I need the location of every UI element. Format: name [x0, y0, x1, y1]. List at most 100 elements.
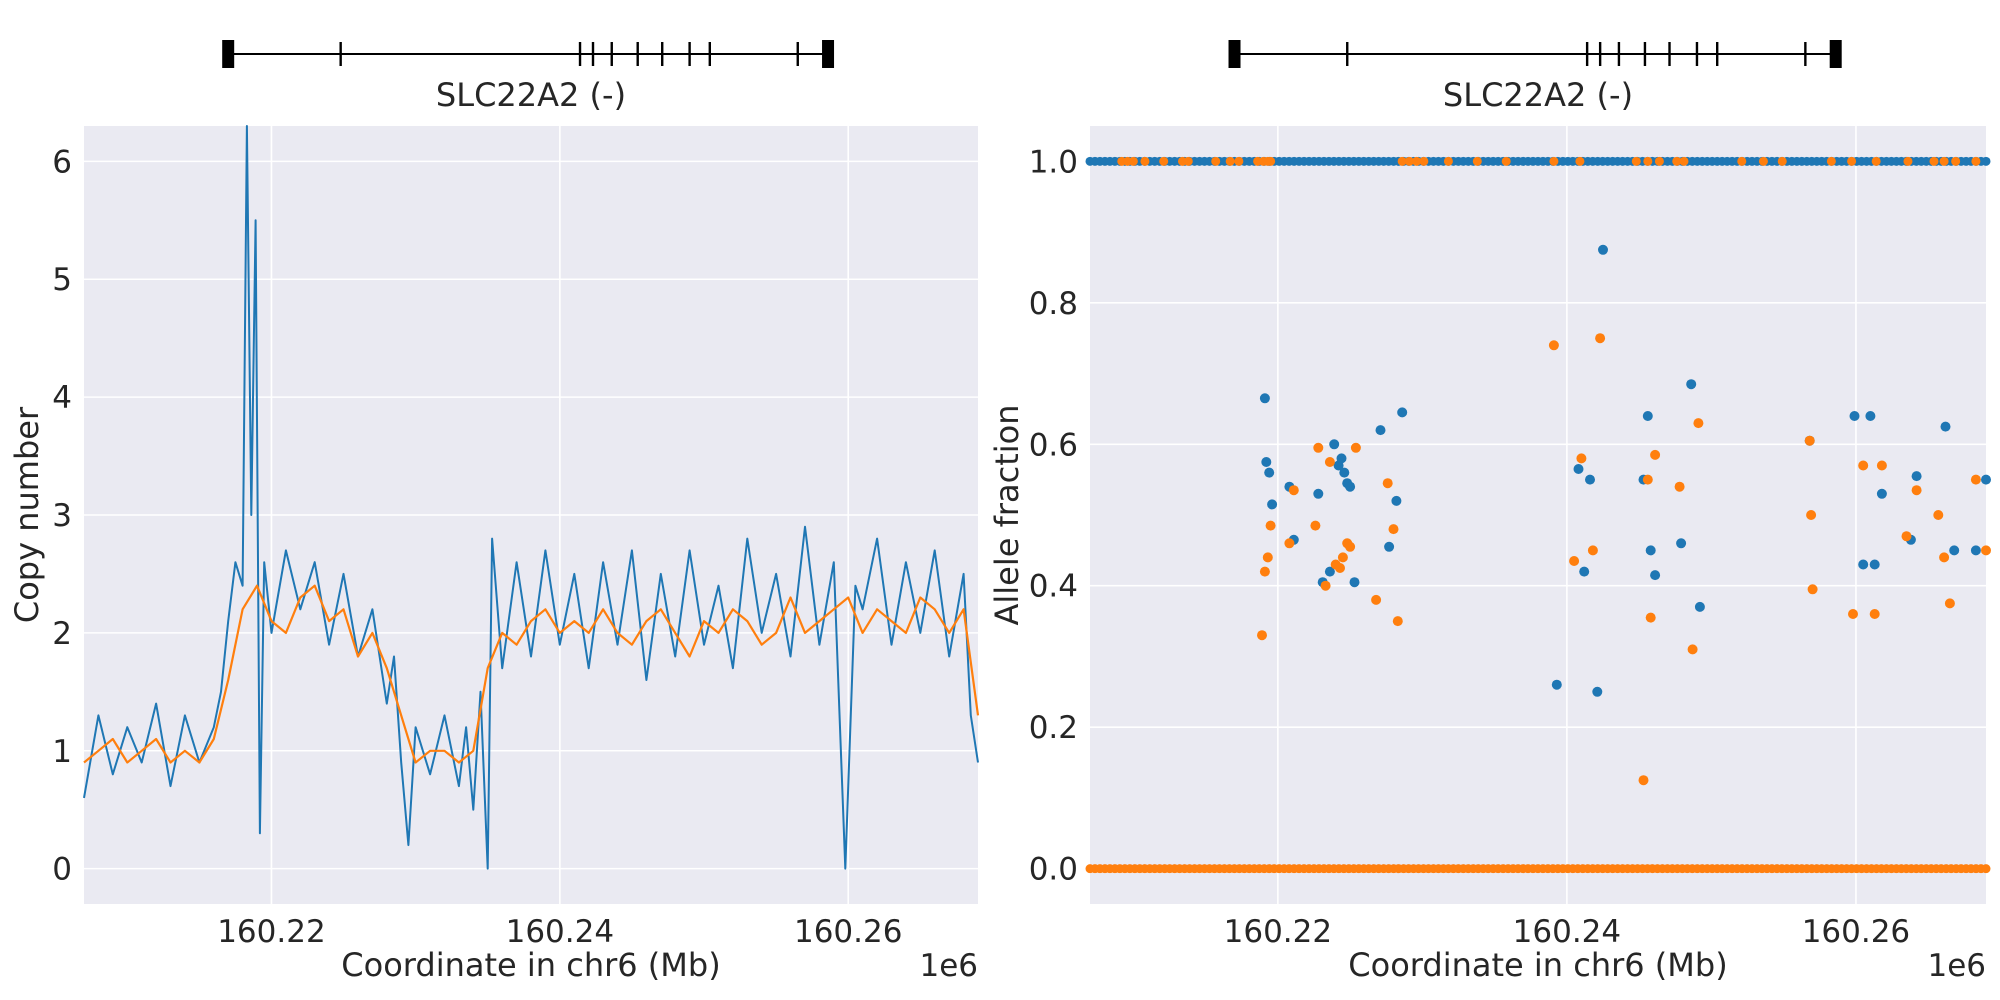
allele-b-point-at-one [1643, 156, 1653, 166]
allele-b-point [1548, 340, 1559, 351]
left-exon-mark [610, 42, 613, 66]
allele-b-point [1324, 457, 1335, 467]
left-y-tick-label: 4 [52, 380, 72, 416]
smoothed-copy-number-line [83, 584, 980, 764]
left-x-tick-label: 160.22 [217, 914, 325, 950]
left-gene-exons [222, 40, 835, 68]
left-x-tick-label: 160.26 [794, 914, 902, 950]
right-y-tick-label: 1.0 [1029, 144, 1078, 180]
allele-a-point [1579, 566, 1590, 577]
allele-a-point [1329, 439, 1340, 450]
allele-a-point [1324, 566, 1335, 577]
left-y-tick-label: 1 [52, 734, 72, 770]
allele-a-point [1336, 453, 1347, 464]
allele-a-point [1876, 488, 1887, 499]
allele-b-point [1335, 563, 1345, 573]
allele-b-point [1595, 333, 1606, 344]
allele-b-point [1858, 460, 1869, 471]
allele-a-point [1349, 577, 1360, 588]
allele-a-point [1384, 541, 1395, 552]
right-y-tick-labels: 0.0 0.2 0.4 0.6 0.8 1.0 [1029, 144, 1078, 887]
left-grid [84, 126, 978, 904]
allele-b-point [1933, 510, 1944, 520]
allele-b-point-at-one [1758, 156, 1768, 166]
allele-b-point [1337, 552, 1348, 563]
allele-b-point-at-one [1443, 156, 1453, 166]
allele-b-point [1693, 418, 1704, 429]
allele-b-point-at-one [1871, 156, 1881, 166]
left-x-tick-labels: 160.22 160.24 160.26 [217, 914, 902, 950]
right-x-tick-label: 160.26 [1802, 914, 1910, 950]
left-y-tick-label: 5 [52, 262, 72, 298]
allele-b-point-at-one [1501, 156, 1511, 166]
allele-a-point [1940, 421, 1951, 432]
left-y-axis-title: Copy number [8, 406, 46, 623]
allele-a-point [1339, 467, 1350, 478]
allele-b-point [1576, 453, 1587, 464]
allele-b-point [1804, 435, 1815, 446]
right-x-tick-label: 160.24 [1513, 914, 1621, 950]
allele-b-point [1310, 520, 1321, 531]
right-gene-exons [1228, 40, 1842, 68]
allele-a-point [1686, 379, 1697, 390]
allele-a-point [1267, 499, 1278, 510]
allele-b-point-at-one [1140, 156, 1150, 166]
allele-b-point [1970, 474, 1981, 485]
allele-b-point [1944, 598, 1955, 609]
allele-a-point [1911, 471, 1922, 482]
allele-b-point-at-zero [1981, 864, 1991, 874]
left-exon-mark [796, 42, 799, 66]
allele-a-point [1865, 411, 1876, 421]
allele-b-point-at-one [1847, 156, 1857, 166]
allele-b-point [1265, 520, 1276, 531]
allele-b-point-at-one [1679, 156, 1689, 166]
allele-b-point-at-one [1903, 156, 1913, 166]
allele-a-point [1397, 407, 1408, 418]
allele-b-point [1313, 442, 1324, 453]
left-exon-mark [822, 40, 835, 68]
left-gene-label: SLC22A2 (-) [436, 76, 626, 114]
right-exon-mark [1668, 42, 1671, 66]
allele-b-point-at-one [1419, 156, 1429, 166]
allele-a-point [1676, 538, 1687, 549]
allele-b-point [1371, 594, 1382, 605]
allele-b-point [1388, 524, 1399, 535]
raw-copy-number-line [83, 125, 979, 870]
allele-b-point [1981, 545, 1991, 556]
right-exon-mark [1829, 40, 1842, 68]
allele-b-point [1674, 481, 1685, 492]
right-gene-track: SLC22A2 (-) [1228, 40, 1842, 114]
allele-b-point [1345, 541, 1356, 552]
allele-a-point [1981, 474, 1991, 485]
allele-b-point [1911, 485, 1922, 496]
allele-a-point [1345, 481, 1356, 492]
allele-a-point [1259, 393, 1270, 404]
right-exon-mark [1228, 40, 1241, 68]
allele-b-point-at-one [1412, 156, 1422, 166]
allele-b-point [1284, 538, 1295, 549]
allele-a-point [1858, 559, 1869, 570]
allele-a-point [1264, 467, 1275, 478]
left-x-axis-title: Coordinate in chr6 (Mb) [341, 946, 720, 984]
allele-b-point-at-one [1404, 156, 1414, 166]
right-exon-mark [1346, 42, 1349, 66]
allele-b-point-at-one [1939, 156, 1949, 166]
right-y-tick-label: 0.4 [1029, 569, 1078, 605]
right-y-tick-label: 0.2 [1029, 710, 1078, 746]
right-exon-mark [1716, 42, 1719, 66]
allele-b-point-at-one [1826, 156, 1836, 166]
left-y-tick-label: 2 [52, 616, 72, 652]
allele-b-point-at-one [1672, 156, 1682, 166]
allele-b-point [1638, 775, 1649, 786]
allele-b-point [1288, 485, 1299, 496]
left-gene-track: SLC22A2 (-) [222, 40, 835, 114]
allele-a-point [1694, 601, 1705, 612]
right-gene-label: SLC22A2 (-) [1443, 76, 1633, 114]
allele-b-point [1687, 644, 1698, 655]
allele-a-point [1650, 570, 1661, 581]
allele-b-point [1645, 612, 1656, 623]
allele-a-point [1391, 495, 1402, 506]
allele-a-point [1949, 545, 1960, 556]
right-exon-mark [1585, 42, 1589, 66]
